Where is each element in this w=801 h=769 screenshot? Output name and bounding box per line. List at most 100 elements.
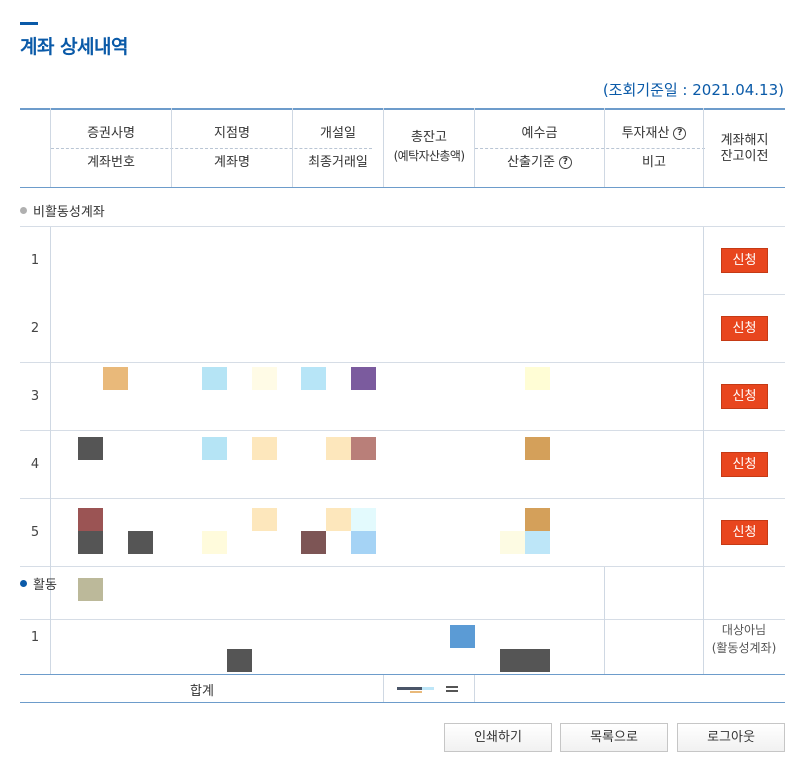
masked-cell [500,531,525,554]
masked-cell [450,625,475,648]
masked-cell [78,508,103,531]
masked-cell [525,508,550,531]
bullet-icon [20,207,27,214]
apply-close-button[interactable]: 신청 [721,384,768,409]
help-icon[interactable]: ? [558,156,572,169]
header-total-balance: 총잔고 [411,130,447,145]
column-divider [383,108,384,187]
column-divider [604,108,605,187]
row-divider [20,566,785,567]
apply-close-button[interactable]: 신청 [721,520,768,545]
masked-cell [301,367,326,390]
header-account-no: 계좌번호 [87,155,135,170]
table-bottom-border [20,702,785,703]
header-invest-assets: 투자재산? [605,126,703,142]
row-divider [20,430,785,431]
masked-cell [252,437,277,460]
row-number: 5 [30,525,40,540]
section-label-inactive: 비활동성계좌 [20,201,105,220]
masked-cell [252,508,277,531]
masked-cell [202,437,227,460]
help-icon[interactable]: ? [673,127,687,140]
apply-close-button[interactable]: 신청 [721,248,768,273]
masked-cell [351,437,376,460]
masked-cell [525,367,550,390]
masked-cell [78,578,103,601]
page-title: 계좌 상세내역 [20,36,129,58]
row-number: 1 [30,253,40,268]
masked-cell [525,531,550,554]
logout-button[interactable]: 로그아웃 [677,723,785,752]
title-accent-bar [20,22,38,25]
column-divider [604,567,605,674]
header-note: 비고 [642,155,666,170]
row-number: 4 [30,457,40,472]
masked-cell [500,649,550,672]
column-divider [703,227,704,674]
row-number: 2 [30,321,40,336]
header-divider [51,148,372,149]
masked-cell [525,437,550,460]
header-broker: 증권사명 [87,126,135,141]
header-calc-basis: 산출기준? [475,155,604,171]
header-close-account: 계좌해지 [720,133,769,148]
list-button[interactable]: 목록으로 [560,723,668,752]
column-divider [50,108,51,187]
section-divider [20,226,785,227]
masked-cell [326,437,351,460]
section-label-active: 활동 [20,574,57,593]
column-divider [474,108,475,187]
column-divider [383,675,384,702]
not-applicable-status: 대상아님 [721,623,767,637]
row-divider [703,294,785,295]
masked-cell [326,508,351,531]
column-divider [703,108,704,187]
masked-cell [202,367,227,390]
header-calc-basis-label: 산출기준 [507,155,555,170]
column-divider [171,108,172,187]
masked-cell [128,531,153,554]
header-invest-assets-label: 투자재산 [621,126,670,141]
masked-cell [78,531,103,554]
base-date: (조회기준일 : 2021.04.13) [602,81,784,99]
row-divider [20,362,785,363]
masked-cell [227,649,252,672]
masked-total [410,691,422,693]
section-divider [20,619,785,620]
row-number: 1 [30,630,40,645]
masked-total [446,686,458,688]
masked-cell [351,531,376,554]
header-last-trade-date: 최종거래일 [308,155,368,170]
total-label: 합계 [190,684,214,699]
masked-cell [103,367,128,390]
masked-cell [301,531,326,554]
section-label-text: 활동 [33,578,57,593]
bullet-icon [20,580,27,587]
header-bottom-border [20,187,785,188]
row-number: 3 [30,389,40,404]
not-applicable-status-sub: (활동성계좌) [711,641,777,655]
masked-cell [202,531,227,554]
row-divider [20,498,785,499]
total-top-border [20,674,785,675]
masked-total [446,690,458,692]
header-open-date: 개설일 [320,126,356,141]
masked-total [397,687,423,690]
column-divider [474,675,475,702]
print-button[interactable]: 인쇄하기 [444,723,552,752]
masked-cell [351,508,376,531]
header-transfer-balance: 잔고이전 [720,149,769,164]
section-label-text: 비활동성계좌 [33,205,105,220]
header-divider [475,148,705,149]
masked-total [422,687,434,690]
header-branch: 지점명 [214,126,250,141]
header-deposit: 예수금 [521,126,558,141]
apply-close-button[interactable]: 신청 [721,452,768,477]
header-account-name: 계좌명 [214,155,250,170]
masked-cell [78,437,103,460]
table-top-border [20,108,785,110]
column-divider [50,227,51,674]
header-total-balance-sub: (예탁자산총액) [393,149,465,163]
apply-close-button[interactable]: 신청 [721,316,768,341]
masked-cell [351,367,376,390]
